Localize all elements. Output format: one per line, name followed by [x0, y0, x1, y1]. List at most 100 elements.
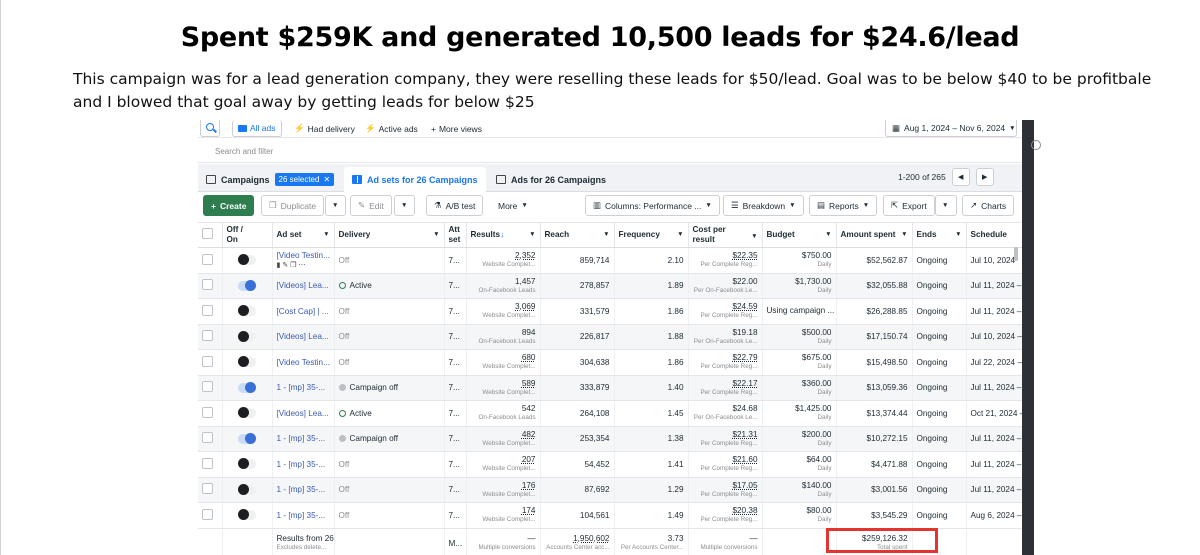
table-row[interactable]: 1 - [mp] 35-... Campaign off 7... 482 Websit… — [198, 426, 1022, 452]
export-button[interactable]: ⇱ Export — [883, 195, 935, 216]
pencil-icon[interactable]: ✎ — [282, 262, 291, 270]
table-row[interactable]: [Video Testin... Off 7... 680 Website Comple… — [198, 349, 1022, 376]
row-actions[interactable]: ▮✎❐⋯ — [277, 261, 330, 269]
row-toggle-cell[interactable] — [222, 298, 273, 325]
adset-name-link[interactable]: [Videos] Lea... — [276, 281, 329, 291]
adset-name-link[interactable]: [Videos] Lea... — [276, 408, 329, 418]
col-delivery[interactable]: Delivery ▼ — [334, 222, 445, 248]
col-schedule[interactable]: Schedule — [966, 222, 1022, 248]
row-checkbox[interactable] — [202, 330, 213, 342]
select-all-header[interactable] — [198, 222, 223, 248]
row-toggle-cell[interactable] — [222, 502, 273, 529]
duplicate-dropdown[interactable]: ▼ — [325, 195, 346, 216]
charts-button[interactable]: ↗ Charts — [962, 195, 1015, 216]
row-toggle-cell[interactable] — [222, 400, 273, 427]
row-adset-name[interactable]: 1 - [mp] 35-... — [272, 426, 335, 452]
table-row[interactable]: 1 - [mp] 35-... Off 7... 174 Website Complet… — [198, 502, 1022, 529]
delivery-toggle[interactable] — [238, 279, 256, 291]
delivery-toggle[interactable] — [238, 305, 256, 317]
tab-ad-sets[interactable]: Ad sets for 26 Campaigns — [344, 167, 486, 192]
col-ends[interactable]: Ends ▼ — [912, 222, 967, 248]
adset-name-link[interactable]: 1 - [mp] 35-... — [276, 510, 326, 520]
search-filter-input[interactable]: Search and filter — [215, 147, 274, 156]
adset-name-link[interactable]: [Videos] Lea... — [276, 332, 329, 342]
row-select[interactable] — [198, 247, 223, 274]
col-frequency[interactable]: Frequency ▼ — [614, 222, 689, 248]
adset-name-link[interactable]: 1 - [mp] 35-... — [276, 485, 326, 495]
adset-name-link[interactable]: 1 - [mp] 35-... — [276, 434, 326, 444]
col-reach[interactable]: Reach ▼ — [540, 222, 615, 248]
row-checkbox[interactable] — [202, 483, 213, 495]
edit-dropdown[interactable]: ▼ — [394, 195, 415, 216]
table-row[interactable]: [Videos] Lea... Active 7... 542 On-Facebook … — [198, 400, 1022, 427]
row-select[interactable] — [198, 426, 223, 452]
more-button[interactable]: More ▼ — [491, 195, 535, 216]
row-checkbox[interactable] — [202, 508, 213, 520]
table-row[interactable]: 1 - [mp] 35-... Campaign off 7... 589 Websit… — [198, 375, 1022, 401]
chart-icon[interactable]: ▮ — [276, 262, 283, 270]
row-toggle-cell[interactable] — [222, 273, 273, 299]
row-toggle-cell[interactable] — [222, 349, 273, 376]
delivery-toggle[interactable] — [238, 509, 256, 521]
active-ads-filter[interactable]: ⚡ Active ads — [360, 120, 423, 137]
row-adset-name[interactable]: 1 - [mp] 35-... — [272, 375, 335, 401]
row-checkbox[interactable] — [202, 279, 213, 291]
row-toggle-cell[interactable] — [222, 451, 273, 478]
duplicate-icon[interactable]: ❐ — [290, 262, 299, 270]
table-row[interactable]: 1 - [mp] 35-... Off 7... 176 Website Complet… — [198, 477, 1022, 503]
col-offon[interactable]: Off / On — [222, 222, 273, 248]
search-filter-row[interactable]: Search and filter — [198, 139, 1022, 163]
col-amount-spent[interactable]: Amount spent ▼ — [836, 222, 913, 248]
table-scrollbar[interactable] — [1014, 247, 1018, 261]
more-icon[interactable]: ⋯ — [298, 262, 308, 270]
adset-name-link[interactable]: [Cost Cap] | ... — [276, 306, 329, 316]
row-select[interactable] — [198, 400, 223, 427]
export-dropdown[interactable]: ▼ — [935, 195, 957, 216]
table-row[interactable]: [Video Testin... ▮✎❐⋯ Off 7... 2,352 Website … — [198, 247, 1022, 274]
row-adset-name[interactable]: 1 - [mp] 35-... — [272, 477, 335, 503]
delivery-toggle[interactable] — [238, 254, 256, 266]
row-select[interactable] — [198, 477, 223, 503]
row-toggle-cell[interactable] — [222, 477, 273, 503]
row-adset-name[interactable]: 1 - [mp] 35-... — [272, 451, 335, 478]
delivery-toggle[interactable] — [238, 483, 256, 495]
breakdown-button[interactable]: ☰ Breakdown ▼ — [723, 195, 804, 216]
table-row[interactable]: 1 - [mp] 35-... Off 7... 207 Website Complet… — [198, 451, 1022, 478]
date-range-picker[interactable]: ▦ Aug 1, 2024 – Nov 6, 2024 ▼ — [885, 120, 1017, 137]
row-toggle-cell[interactable] — [222, 247, 273, 274]
reports-button[interactable]: ▤ Reports ▼ — [809, 195, 878, 216]
delivery-toggle[interactable] — [238, 432, 256, 444]
clock-icon[interactable] — [1031, 140, 1041, 150]
adset-name-link[interactable]: 1 - [mp] 35-... — [276, 459, 326, 469]
row-checkbox[interactable] — [202, 304, 213, 316]
close-icon[interactable]: ✕ — [323, 175, 331, 184]
table-row[interactable]: [Cost Cap] | ... Off 7... 3,069 Website Comp… — [198, 298, 1022, 325]
delivery-toggle[interactable] — [238, 330, 256, 342]
row-checkbox[interactable] — [202, 432, 213, 444]
row-select[interactable] — [198, 502, 223, 529]
row-adset-name[interactable]: [Cost Cap] | ... — [272, 298, 335, 325]
tab-ads[interactable]: Ads for 26 Campaigns — [488, 167, 614, 192]
more-views-button[interactable]: + More views — [426, 120, 487, 137]
row-adset-name[interactable]: [Video Testin... ▮✎❐⋯ — [272, 247, 335, 274]
table-row[interactable]: [Videos] Lea... Off 7... 894 On-Facebook Lea… — [198, 324, 1022, 350]
row-toggle-cell[interactable] — [222, 426, 273, 452]
all-ads-filter[interactable]: All ads — [232, 120, 282, 137]
row-adset-name[interactable]: [Videos] Lea... — [272, 273, 335, 299]
row-checkbox[interactable] — [202, 355, 213, 367]
selected-chip[interactable]: 26 selected ✕ — [274, 173, 335, 186]
columns-button[interactable]: ▥ Columns: Performance ... ▼ — [585, 195, 720, 216]
row-select[interactable] — [198, 298, 223, 325]
adset-name-link[interactable]: [Video Testin... — [276, 251, 330, 261]
col-attribution[interactable]: Att set — [444, 222, 467, 248]
row-adset-name[interactable]: [Videos] Lea... — [272, 400, 335, 427]
duplicate-button[interactable]: ❐ Duplicate — [261, 195, 325, 216]
row-adset-name[interactable]: [Video Testin... — [272, 349, 335, 376]
ab-test-button[interactable]: ⚗ A/B test — [426, 195, 484, 216]
row-select[interactable] — [198, 349, 223, 376]
col-cost-per-result[interactable]: Cost per result ▼ — [688, 222, 763, 248]
create-button[interactable]: + Create — [203, 195, 255, 216]
row-select[interactable] — [198, 375, 223, 401]
col-adset[interactable]: Ad set ▼ — [272, 222, 335, 248]
row-checkbox[interactable] — [202, 406, 213, 418]
